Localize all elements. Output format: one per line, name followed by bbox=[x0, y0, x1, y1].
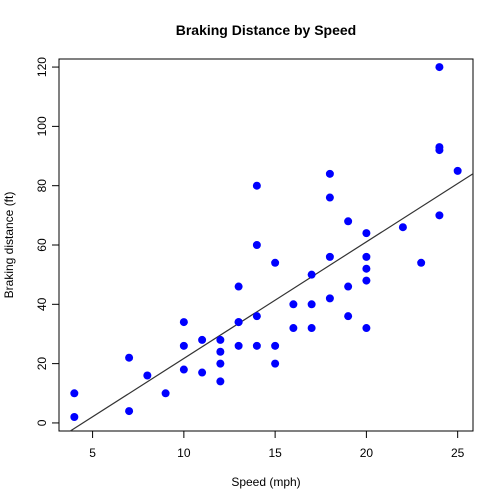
data-point bbox=[216, 359, 225, 368]
data-point bbox=[252, 181, 261, 190]
data-point bbox=[362, 276, 371, 285]
data-point bbox=[344, 282, 353, 291]
data-point bbox=[362, 324, 371, 333]
y-tick-label: 0 bbox=[35, 419, 49, 426]
data-point bbox=[362, 229, 371, 238]
data-point bbox=[271, 359, 280, 368]
data-point bbox=[453, 166, 462, 175]
data-point bbox=[216, 377, 225, 386]
y-axis: 0 20 40 60 80 100 120 bbox=[35, 57, 60, 426]
data-point bbox=[325, 169, 334, 178]
data-point bbox=[362, 264, 371, 273]
y-tick-label: 100 bbox=[35, 116, 49, 136]
data-point bbox=[325, 294, 334, 303]
data-point bbox=[435, 143, 444, 152]
data-point bbox=[271, 258, 280, 267]
data-point bbox=[216, 347, 225, 356]
data-point bbox=[179, 318, 188, 327]
x-tick-label: 10 bbox=[177, 446, 191, 460]
data-point bbox=[234, 282, 243, 291]
x-tick-label: 15 bbox=[268, 446, 282, 460]
data-point bbox=[252, 241, 261, 249]
data-point bbox=[234, 318, 243, 327]
data-point bbox=[179, 365, 188, 374]
regression-line-group bbox=[69, 173, 474, 432]
data-point bbox=[216, 335, 225, 344]
data-point bbox=[271, 341, 280, 350]
data-point bbox=[307, 324, 316, 333]
x-tick-label: 25 bbox=[451, 446, 465, 460]
data-point bbox=[161, 389, 170, 398]
data-point bbox=[143, 371, 152, 380]
data-point bbox=[325, 252, 334, 261]
data-point bbox=[344, 217, 353, 226]
x-axis-label: Speed (mph) bbox=[231, 475, 300, 489]
data-point bbox=[325, 193, 334, 202]
data-point bbox=[70, 389, 79, 398]
data-point bbox=[198, 335, 207, 344]
x-axis: 5 10 15 20 25 bbox=[89, 430, 465, 460]
data-point bbox=[70, 413, 79, 422]
regression-line bbox=[69, 173, 474, 432]
data-points bbox=[70, 63, 462, 422]
y-tick-label: 60 bbox=[35, 238, 49, 252]
data-point bbox=[289, 300, 298, 309]
chart-title: Braking Distance by Speed bbox=[176, 22, 357, 38]
data-point bbox=[435, 211, 444, 220]
y-tick-label: 120 bbox=[35, 57, 49, 77]
data-point bbox=[179, 341, 188, 350]
data-point bbox=[252, 341, 261, 350]
data-point bbox=[252, 312, 261, 321]
data-point bbox=[125, 407, 134, 416]
y-tick-label: 40 bbox=[35, 297, 49, 311]
data-point bbox=[307, 300, 316, 309]
y-tick-label: 20 bbox=[35, 357, 49, 371]
data-point bbox=[234, 341, 243, 350]
x-tick-label: 20 bbox=[360, 446, 374, 460]
y-tick-label: 80 bbox=[35, 179, 49, 193]
data-point bbox=[344, 312, 353, 321]
y-axis-label: Braking distance (ft) bbox=[2, 192, 16, 299]
data-point bbox=[198, 368, 207, 377]
data-point bbox=[307, 270, 316, 279]
data-point bbox=[289, 324, 298, 333]
data-point bbox=[398, 223, 407, 232]
data-point bbox=[362, 252, 371, 261]
data-point bbox=[125, 353, 134, 362]
plot-area bbox=[58, 58, 474, 432]
x-tick-label: 5 bbox=[89, 446, 96, 460]
data-point bbox=[435, 63, 444, 72]
data-point bbox=[417, 258, 426, 267]
